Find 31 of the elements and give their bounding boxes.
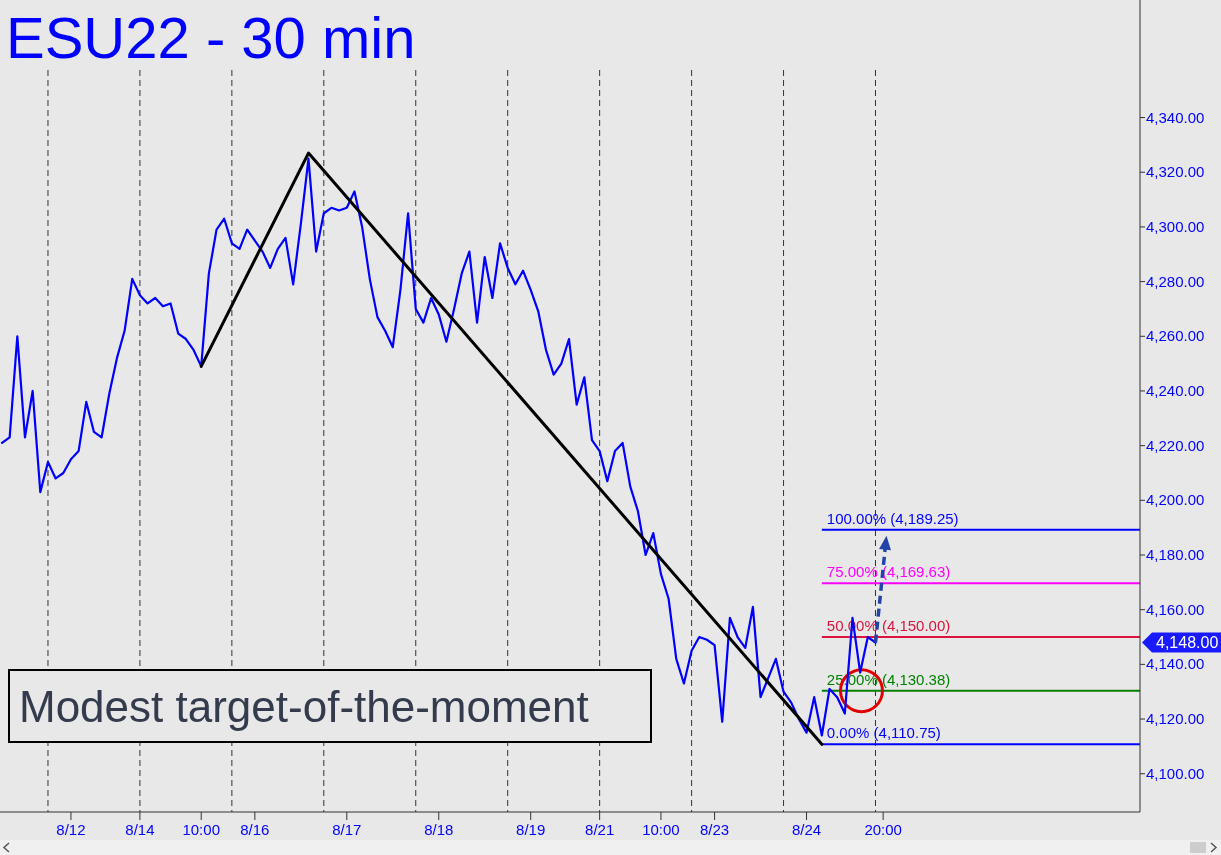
x-tick-label: 8/21 xyxy=(585,821,615,838)
y-tick-label: 4,260.00 xyxy=(1146,327,1205,345)
y-tick-label: 4,300.00 xyxy=(1146,217,1205,235)
ref-line-label: 75.00% (4,169.63) xyxy=(826,563,951,581)
y-tick-label: 4,340.00 xyxy=(1146,108,1205,126)
chart-title: ESU22 - 30 min xyxy=(6,5,416,70)
y-tick-label: 4,220.00 xyxy=(1146,436,1205,454)
x-tick-label: 10:00 xyxy=(182,821,220,838)
x-tick-label: 8/14 xyxy=(125,821,155,838)
y-tick-label: 4,100.00 xyxy=(1146,764,1205,782)
y-tick-label: 4,160.00 xyxy=(1146,600,1205,618)
y-tick-label: 4,200.00 xyxy=(1146,491,1205,509)
y-tick-label: 4,140.00 xyxy=(1146,655,1205,673)
y-tick-label: 4,180.00 xyxy=(1146,546,1205,563)
y-tick-label: 4,240.00 xyxy=(1146,381,1205,399)
text: 4,148.00 xyxy=(1156,634,1219,652)
ref-line-label: 0.00% (4,110.75) xyxy=(826,724,941,742)
x-tick-label: 20:00 xyxy=(864,821,902,838)
x-tick-label: 8/24 xyxy=(791,821,822,838)
x-tick-label: 8/17 xyxy=(332,821,362,838)
x-tick-label: 8/23 xyxy=(699,821,730,838)
x-tick-label: 8/12 xyxy=(56,821,86,838)
x-tick-label: 10:00 xyxy=(642,821,680,838)
y-tick-label: 4,280.00 xyxy=(1146,272,1205,290)
x-tick-label: 8/16 xyxy=(240,821,270,838)
x-tick-label: 8/18 xyxy=(424,821,454,838)
y-tick-label: 4,120.00 xyxy=(1146,710,1205,728)
x-tick-label: 8/19 xyxy=(516,821,546,838)
ref-line-label: 100.00% (4,189.25) xyxy=(826,509,959,527)
y-tick-label: 4,320.00 xyxy=(1146,163,1205,181)
annotation: Modest target-of-the-moment xyxy=(19,682,589,731)
